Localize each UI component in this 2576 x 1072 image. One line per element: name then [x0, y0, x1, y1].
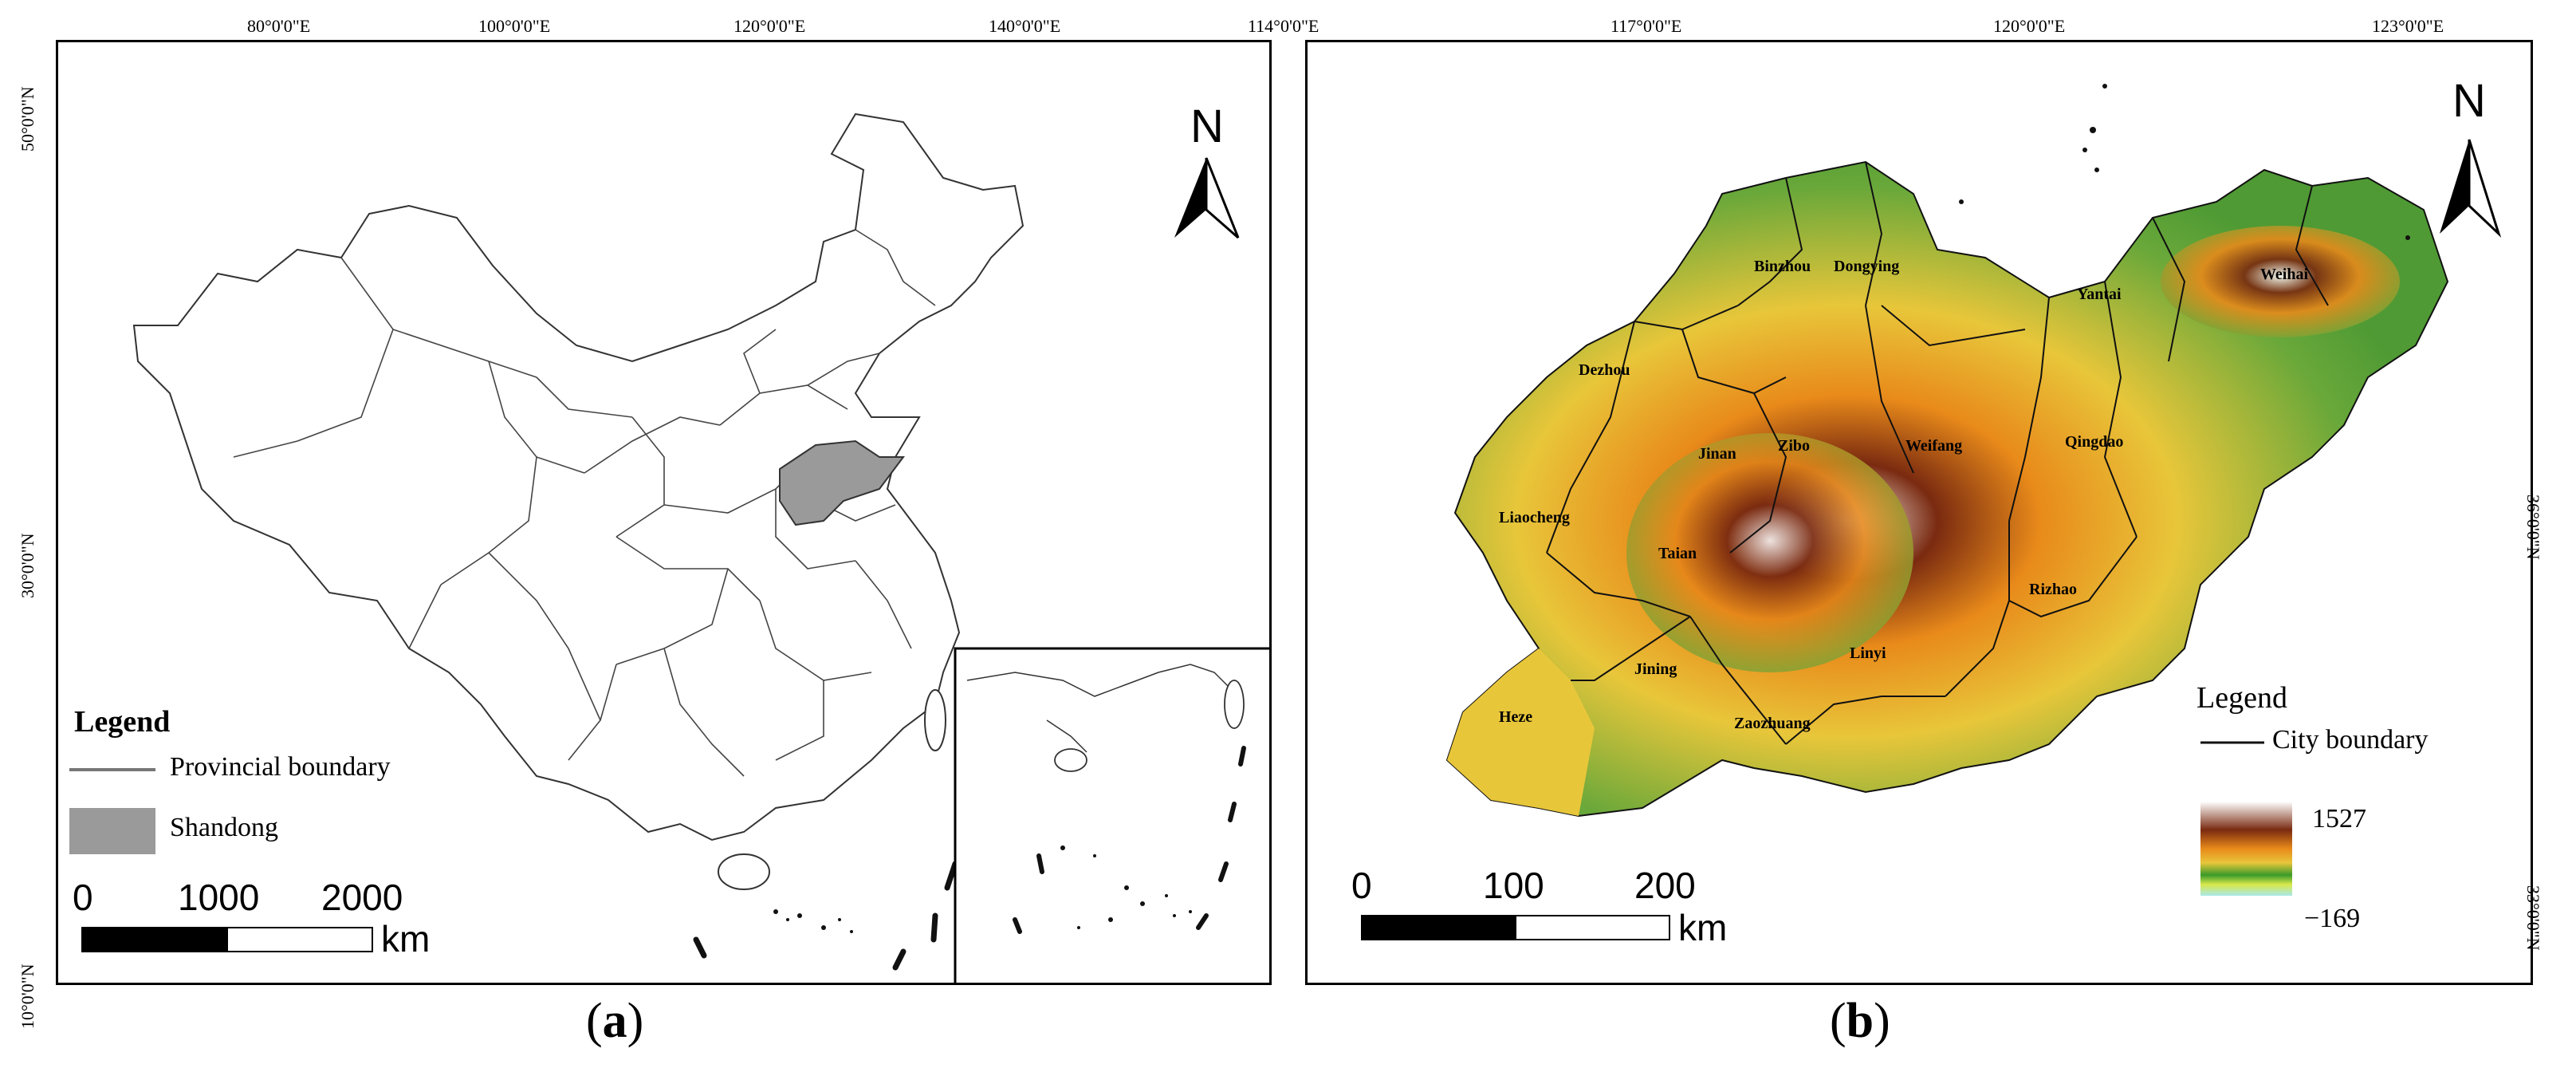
city-label-weifang: Weifang [1905, 437, 1963, 455]
legend-title-b: Legend [2196, 681, 2287, 715]
city-label-jinan: Jinan [1698, 445, 1736, 463]
china-outline [132, 112, 1025, 841]
city-label-qingdao: Qingdao [2065, 433, 2124, 451]
shandong-legend-swatch [69, 808, 155, 854]
lat-tick-30: 30°0'0"N [18, 533, 37, 598]
city-label-rizhao: Rizhao [2029, 581, 2077, 598]
scale-unit-a: km [381, 918, 431, 960]
city-label-binzhou: Binzhou [1754, 258, 1811, 275]
elevation-min-label: −169 [2304, 904, 2361, 933]
lon-tick-120: 120°0'0"E [733, 16, 806, 36]
caption-b: (b) [1830, 993, 1890, 1050]
city-boundaries [1546, 161, 2329, 745]
taishan-highlands [1626, 433, 1913, 672]
scale-number-2000: 2000 [321, 877, 403, 918]
offshore-islands [1959, 84, 2410, 240]
city-label-weihai: Weihai [2260, 266, 2309, 283]
inset-islands [1060, 845, 1192, 929]
inset-taiwan [1224, 680, 1245, 729]
caption-a-close: ) [627, 994, 644, 1048]
legend-shandong: Shandong [170, 813, 278, 842]
lon-tick-117: 117°0'0"E [1610, 16, 1682, 36]
caption-a-open: ( [586, 994, 603, 1048]
china-provinces-map [69, 112, 1269, 983]
lon-tick-80: 80°0'0"E [247, 16, 311, 36]
scale-number-200-b: 200 [1634, 865, 1696, 906]
city-label-yantai: Yantai [2077, 286, 2122, 303]
lon-tick-100: 100°0'0"E [478, 16, 551, 36]
legend-city-boundary: City boundary [2272, 725, 2429, 755]
lat-tick-36: 36°0'0"N [2523, 495, 2543, 560]
north-label-a: N [1190, 100, 1224, 152]
elevation-color-bar [2200, 802, 2292, 896]
lon-tick-123: 123°0'0"E [2372, 16, 2444, 36]
shandong-province [779, 439, 905, 526]
caption-a: (a) [586, 993, 643, 1050]
scale-number-1000: 1000 [178, 877, 260, 918]
scale-number-0: 0 [73, 877, 93, 918]
city-label-heze: Heze [1499, 708, 1533, 726]
scale-bar-a [81, 927, 373, 952]
shandong-elevation-map [1361, 84, 2502, 940]
caption-b-close: ) [1874, 994, 1890, 1048]
lon-tick-120-b: 120°0'0"E [1993, 16, 2066, 36]
city-label-zibo: Zibo [1778, 437, 1811, 455]
elevation-max-label: 1527 [2312, 804, 2366, 834]
south-china-sea-inset [954, 647, 1269, 983]
taiwan-island [924, 689, 946, 751]
north-arrow-icon-b [2440, 139, 2502, 238]
western-plains [1447, 648, 1595, 816]
panel-b-map-frame: Binzhou Dongying Dezhou Yantai Weihai Ji… [1305, 40, 2533, 985]
scale-bar-b [1361, 915, 1670, 940]
caption-b-open: ( [1830, 994, 1846, 1048]
scale-number-0-b: 0 [1351, 865, 1372, 906]
hainan-island [718, 853, 770, 890]
inset-hainan [1054, 748, 1087, 772]
jiaodong-highlands [2161, 226, 2400, 337]
city-label-liaocheng: Liaocheng [1499, 509, 1570, 526]
scale-number-100-b: 100 [1483, 865, 1544, 906]
north-arrow-icon-a [1174, 157, 1240, 239]
city-label-linyi: Linyi [1850, 644, 1886, 662]
legend-provincial-boundary: Provincial boundary [170, 752, 391, 782]
lat-tick-50: 50°0'0"N [18, 86, 37, 152]
lat-tick-10: 10°0'0"N [18, 964, 37, 1029]
legend-title-a: Legend [74, 705, 171, 739]
caption-b-letter: b [1846, 994, 1874, 1048]
inset-coastline [966, 664, 1231, 753]
north-label-b: N [2452, 75, 2486, 127]
lat-tick-33: 33°0'0"N [2523, 885, 2543, 951]
lon-tick-140: 140°0'0"E [989, 16, 1061, 36]
panel-a-map-frame: N Legend Provincial boundary Shandong 0 … [56, 40, 1272, 985]
city-label-dezhou: Dezhou [1579, 361, 1630, 379]
lon-tick-114: 114°0'0"E [1248, 16, 1319, 36]
caption-a-letter: a [602, 994, 627, 1048]
city-label-jining: Jining [1634, 660, 1677, 678]
city-label-dongying: Dongying [1834, 258, 1900, 275]
scale-unit-b: km [1678, 907, 1728, 948]
south-sea-islands [773, 909, 853, 933]
city-label-zaozhuang: Zaozhuang [1734, 715, 1811, 732]
inset-nine-dash-line [1013, 746, 1246, 934]
city-label-taian: Taian [1658, 545, 1697, 562]
